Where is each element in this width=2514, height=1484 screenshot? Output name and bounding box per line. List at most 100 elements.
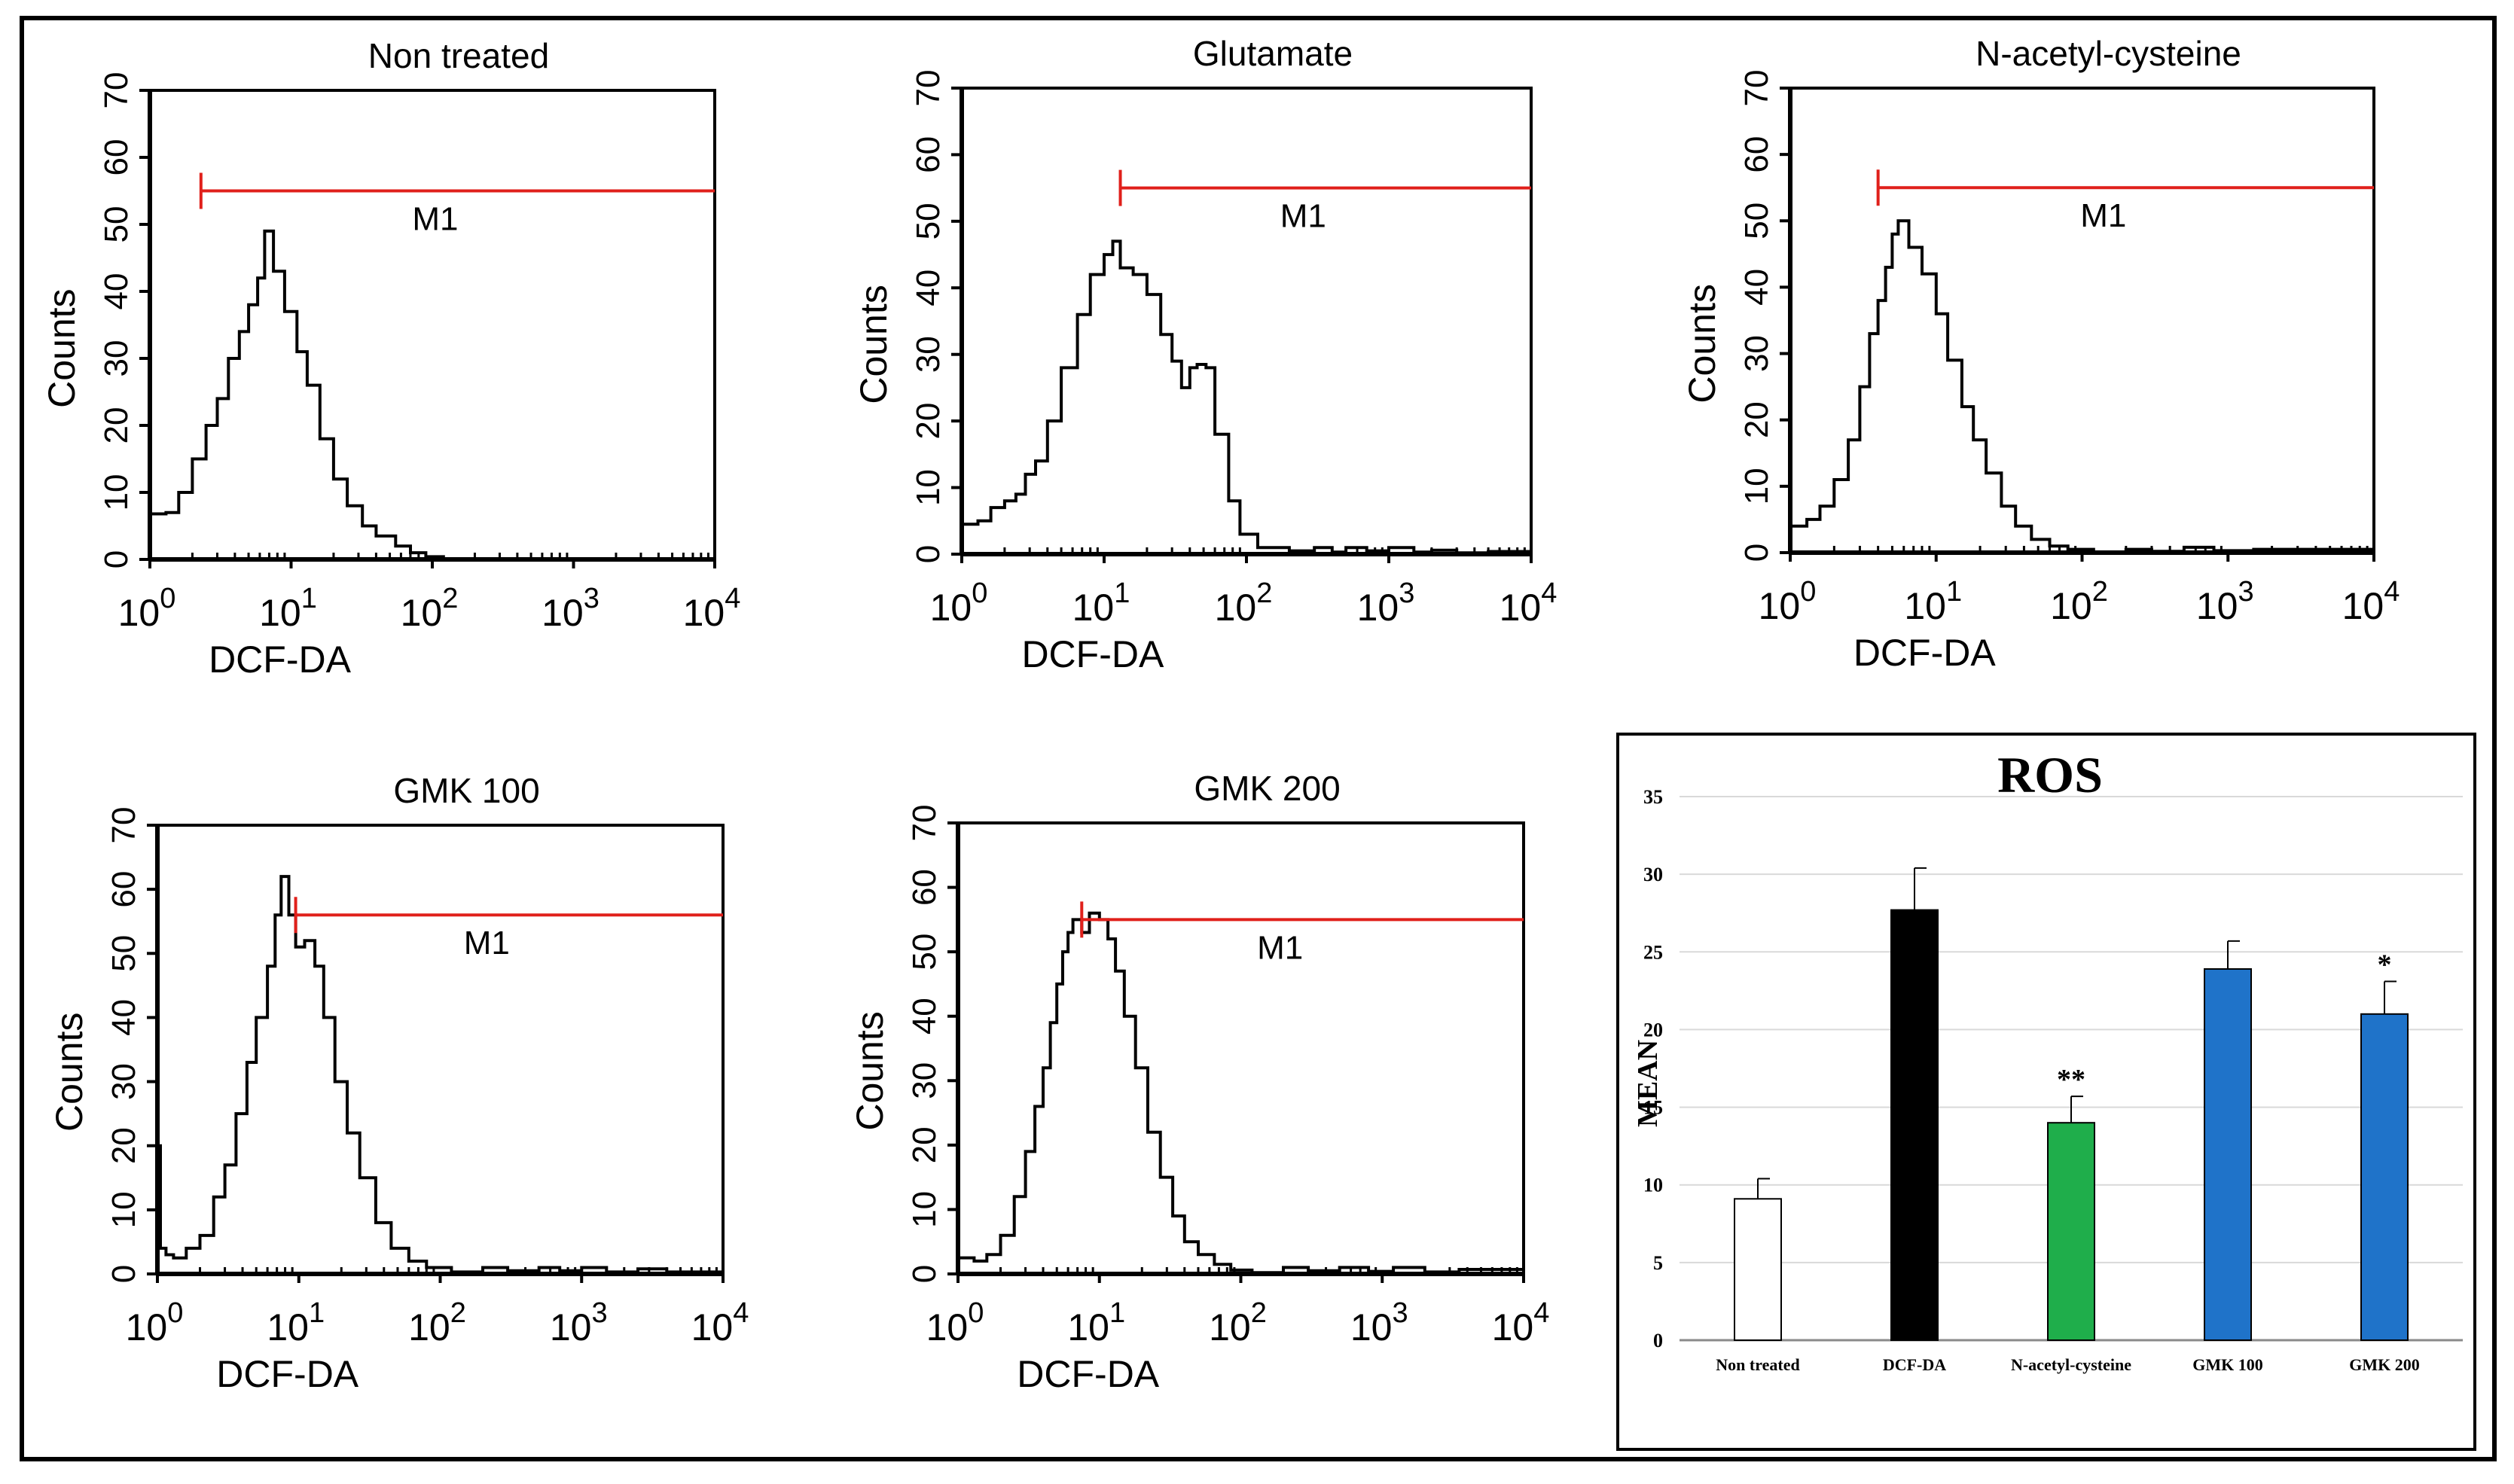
x-tick-label: 104 (683, 583, 741, 634)
bar (1890, 909, 1939, 1342)
y-tick-label: 10 (105, 1191, 142, 1228)
x-tick-exponent: 0 (167, 1297, 183, 1329)
x-tick-label: 102 (2050, 576, 2108, 627)
y-tick-label: 20 (105, 1127, 142, 1164)
ros-panel-border (1616, 733, 2476, 1451)
x-tick-exponent: 2 (2092, 576, 2108, 608)
y-tick-label: 70 (910, 70, 947, 107)
y-tick-label: 40 (98, 273, 135, 310)
x-tick-base: 10 (930, 587, 972, 629)
x-tick-label: 100 (118, 583, 176, 634)
histogram-curve (962, 239, 1533, 555)
bar (1734, 1198, 1782, 1342)
x-tick-base: 10 (118, 592, 160, 634)
x-tick-exponent: 1 (309, 1297, 325, 1329)
y-tick-label: 20 (1643, 1019, 1663, 1041)
y-tick-label: 60 (1738, 136, 1775, 173)
y-axis-label: Counts (48, 1013, 90, 1132)
marker-label: M1 (1280, 198, 1326, 235)
x-tick-label: 101 (1067, 1297, 1125, 1348)
y-tick-label: 20 (98, 407, 135, 444)
x-tick-base: 10 (408, 1306, 450, 1348)
y-tick-label: 30 (98, 340, 135, 377)
histogram-title: Glutamate (1193, 34, 1353, 73)
x-tick-base: 10 (2196, 585, 2238, 627)
x-tick-exponent: 0 (968, 1297, 984, 1329)
x-tick-label: 103 (542, 583, 600, 634)
y-tick-label: 20 (1738, 401, 1775, 438)
x-tick-base: 10 (691, 1306, 734, 1348)
x-tick-label: 103 (1350, 1297, 1408, 1348)
y-tick-label: 50 (98, 206, 135, 243)
x-tick-exponent: 4 (1541, 577, 1557, 609)
x-tick-label: 102 (401, 583, 459, 634)
x-tick-exponent: 1 (1109, 1297, 1125, 1329)
x-tick-exponent: 4 (1533, 1297, 1549, 1329)
y-tick-label: 0 (1653, 1330, 1663, 1351)
y-axis-label: Counts (1681, 284, 1723, 403)
y-tick-label: 40 (910, 270, 947, 306)
x-tick-base: 10 (926, 1306, 969, 1348)
x-tick-label: 104 (691, 1297, 749, 1348)
y-tick-label: 70 (906, 805, 943, 842)
marker-label: M1 (1257, 929, 1303, 966)
x-tick-base: 10 (1759, 585, 1801, 627)
y-tick-label: 60 (906, 869, 943, 906)
x-tick-base: 10 (126, 1306, 168, 1348)
x-tick-label: 100 (126, 1297, 184, 1348)
x-tick-label: 100 (930, 577, 988, 629)
marker-label: M1 (464, 925, 510, 961)
y-tick-label: 70 (105, 807, 142, 844)
x-axis-label: DCF-DA (1853, 632, 1997, 674)
x-tick-exponent: 3 (591, 1297, 607, 1329)
x-tick-exponent: 1 (1114, 577, 1130, 609)
x-tick-base: 10 (1904, 585, 1946, 627)
bar (2360, 1013, 2409, 1342)
x-tick-exponent: 4 (725, 583, 740, 614)
x-tick-label: 100 (926, 1297, 984, 1348)
x-tick-base: 10 (2050, 585, 2092, 627)
x-tick-label: 102 (1215, 577, 1273, 629)
y-tick-label: 10 (1738, 468, 1775, 504)
x-tick-exponent: 4 (2384, 576, 2400, 608)
category-label: Non treated (1716, 1355, 1799, 1374)
x-tick-label: 104 (1500, 577, 1558, 629)
y-tick-label: 25 (1643, 941, 1663, 963)
y-tick-label: 10 (98, 474, 135, 511)
y-tick-label: 35 (1643, 786, 1663, 808)
x-tick-label: 104 (2342, 576, 2400, 627)
x-axis-label: DCF-DA (216, 1353, 359, 1395)
y-tick-label: 60 (910, 136, 947, 173)
x-tick-exponent: 2 (442, 583, 458, 614)
x-tick-exponent: 3 (1399, 577, 1414, 609)
x-tick-label: 101 (1072, 577, 1130, 629)
x-tick-base: 10 (683, 592, 725, 634)
y-tick-label: 50 (1738, 203, 1775, 239)
x-tick-exponent: 2 (1256, 577, 1272, 609)
figure-border (20, 16, 2497, 1461)
marker-label: M1 (2080, 197, 2126, 234)
x-tick-label: 100 (1759, 576, 1817, 627)
y-tick-label: 30 (910, 336, 947, 373)
y-tick-label: 20 (910, 403, 947, 440)
y-tick-label: 40 (906, 998, 943, 1035)
x-tick-base: 10 (550, 1306, 592, 1348)
x-tick-base: 10 (1357, 587, 1399, 629)
x-tick-exponent: 3 (1392, 1297, 1408, 1329)
x-tick-base: 10 (401, 592, 443, 634)
y-tick-label: 60 (98, 139, 135, 176)
y-tick-label: 10 (910, 469, 947, 506)
x-tick-base: 10 (2342, 585, 2384, 627)
x-tick-base: 10 (1215, 587, 1257, 629)
y-tick-label: 30 (906, 1062, 943, 1099)
x-tick-label: 102 (408, 1297, 466, 1348)
y-axis-label: Counts (849, 1011, 891, 1130)
x-tick-label: 101 (1904, 576, 1962, 627)
x-tick-base: 10 (542, 592, 584, 634)
x-tick-label: 103 (1357, 577, 1415, 629)
y-axis-label: MEAN (1632, 1040, 1664, 1127)
